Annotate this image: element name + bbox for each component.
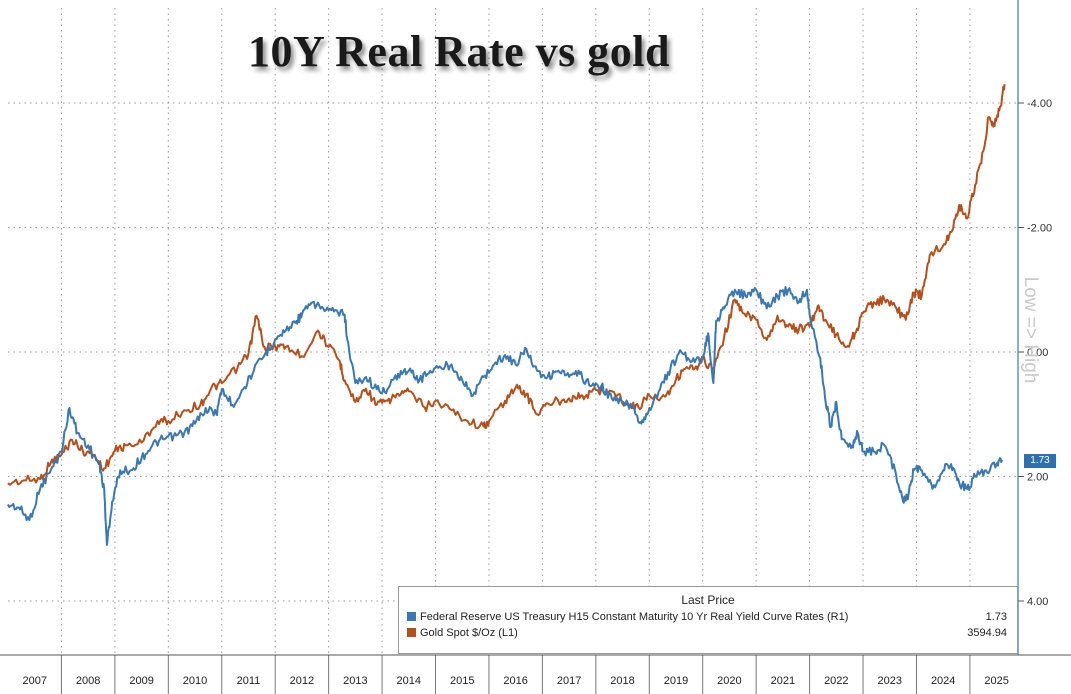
legend-value-real-yield: 1.73: [985, 611, 1007, 623]
x-tick-label: 2017: [557, 675, 581, 687]
x-tick-label: 2023: [878, 675, 902, 687]
right-tick-label: 2.00: [1027, 472, 1048, 484]
legend-item-real-yield: Federal Reserve US Treasury H15 Constant…: [399, 609, 1017, 625]
legend-value-gold: 3594.94: [967, 627, 1007, 639]
x-tick-label: 2014: [397, 675, 421, 687]
x-tick-label: 2019: [664, 675, 688, 687]
legend-swatch-real-yield: [407, 612, 416, 621]
x-tick-label: 2022: [824, 675, 848, 687]
legend-label-gold: Gold Spot $/Oz (L1): [420, 627, 518, 639]
last-price-badge: 1.73: [1024, 454, 1056, 468]
x-tick-label: 2009: [129, 675, 153, 687]
legend-item-gold: Gold Spot $/Oz (L1) 3594.94: [399, 625, 1017, 641]
x-tick-label: 2013: [343, 675, 367, 687]
right-tick-label: -2.00: [1027, 223, 1052, 235]
x-tick-label: 2008: [76, 675, 100, 687]
right-tick-label: 4.00: [1027, 596, 1048, 608]
x-tick-label: 2016: [503, 675, 527, 687]
series-line-real-yield: [7, 286, 1003, 546]
x-tick-label: 2007: [22, 675, 46, 687]
x-tick-label: 2018: [610, 675, 634, 687]
axis-note: Low => High: [1020, 276, 1041, 384]
x-tick-label: 2021: [771, 675, 795, 687]
legend-header: Last Price: [681, 593, 735, 607]
x-tick-label: 2020: [717, 675, 741, 687]
grid: [8, 8, 1018, 655]
x-tick-label: 2024: [931, 675, 955, 687]
x-tick-label: 2011: [237, 675, 261, 687]
legend-label-real-yield: Federal Reserve US Treasury H15 Constant…: [420, 611, 849, 623]
right-tick-label: -4.00: [1027, 98, 1052, 110]
chart-title: 10Y Real Rate vs gold: [248, 27, 670, 76]
x-tick-label: 2015: [450, 675, 474, 687]
series-line-gold: [7, 84, 1006, 486]
legend-swatch-gold: [407, 628, 416, 637]
x-tick-label: 2010: [183, 675, 207, 687]
right-tick-label: 0.00: [1027, 347, 1048, 359]
x-tick-label: 2012: [290, 675, 314, 687]
legend: Last Price Federal Reserve US Treasury H…: [398, 586, 1018, 654]
series-layer: [7, 84, 1006, 546]
x-tick-label: 2025: [984, 675, 1008, 687]
